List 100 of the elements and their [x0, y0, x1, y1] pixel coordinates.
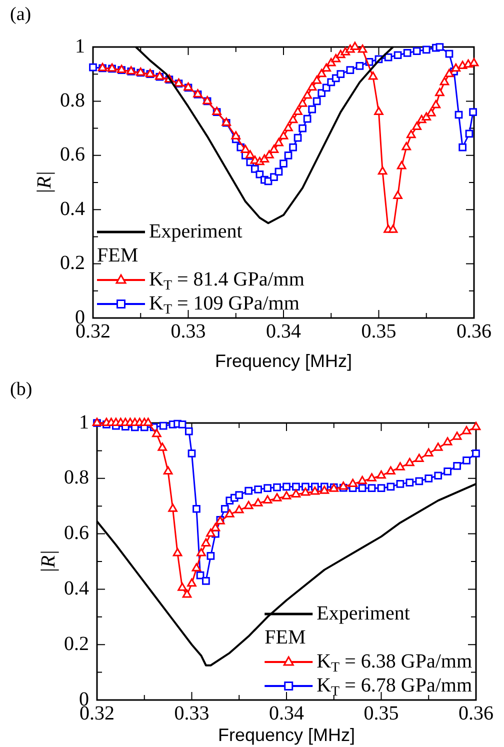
- point: [188, 450, 196, 458]
- point: [178, 420, 186, 428]
- x-axis-title: Frequency [MHz]: [214, 351, 352, 372]
- point: [462, 426, 472, 434]
- y-axis-title: |R|: [33, 170, 56, 194]
- point: [158, 442, 168, 451]
- chart-title: (b): [10, 379, 32, 400]
- point: [403, 49, 412, 57]
- point: [192, 563, 202, 572]
- point: [376, 470, 386, 479]
- legend-label: Experiment: [316, 602, 410, 624]
- point: [338, 481, 348, 490]
- point: [445, 50, 454, 58]
- y-tick-label: 0.2: [60, 252, 85, 274]
- point: [396, 480, 404, 488]
- point: [320, 486, 330, 494]
- point: [453, 462, 461, 470]
- point: [442, 437, 452, 446]
- point: [386, 466, 396, 474]
- point: [210, 523, 220, 532]
- x-tick-label: 0.34: [269, 702, 304, 724]
- point: [291, 489, 301, 498]
- y-tick-label: 0.8: [64, 466, 89, 489]
- point: [386, 482, 395, 491]
- point: [377, 484, 386, 492]
- point: [250, 165, 259, 173]
- point: [298, 124, 306, 132]
- point: [284, 151, 292, 160]
- point: [225, 509, 234, 518]
- point: [235, 491, 244, 499]
- x-tick-label: 0.34: [266, 320, 301, 342]
- point: [292, 482, 300, 491]
- point: [159, 422, 168, 430]
- y-axis-title: |R|: [37, 550, 60, 574]
- point: [415, 477, 424, 486]
- point: [436, 43, 444, 51]
- point: [310, 486, 320, 495]
- point: [462, 456, 470, 464]
- point: [465, 130, 474, 138]
- point: [274, 168, 283, 176]
- point: [322, 84, 330, 92]
- point: [312, 97, 321, 106]
- point: [234, 505, 244, 514]
- point: [358, 476, 367, 484]
- point: [202, 576, 210, 585]
- point: [303, 114, 312, 123]
- point: [273, 483, 281, 492]
- point: [270, 173, 278, 182]
- point: [356, 62, 364, 70]
- point: [144, 418, 153, 426]
- point: [282, 482, 290, 491]
- point: [348, 478, 358, 487]
- point: [471, 422, 481, 430]
- point: [244, 500, 254, 510]
- legend-title: FEM: [97, 244, 138, 266]
- point: [187, 578, 196, 587]
- point: [472, 450, 480, 458]
- point: [454, 110, 463, 119]
- x-tick-label: 0.35: [364, 702, 399, 724]
- point: [206, 528, 216, 537]
- point: [152, 428, 162, 438]
- point: [172, 548, 182, 556]
- x-tick-label: 0.33: [170, 320, 206, 342]
- point: [220, 504, 229, 513]
- point: [458, 143, 466, 152]
- point: [163, 466, 173, 474]
- point: [264, 484, 272, 492]
- point: [254, 486, 262, 494]
- point: [405, 458, 414, 466]
- point: [244, 486, 253, 495]
- point: [368, 484, 376, 492]
- point: [280, 160, 288, 168]
- point: [444, 468, 452, 476]
- point: [318, 89, 326, 97]
- point: [433, 442, 443, 451]
- point: [367, 473, 376, 482]
- y-tick-label: 0.8: [60, 89, 85, 112]
- point: [196, 548, 206, 556]
- y-tick-label: 1: [79, 411, 89, 434]
- point: [336, 70, 345, 78]
- point: [89, 63, 97, 72]
- point: [184, 427, 193, 436]
- x-axis-title: Frequency [MHz]: [218, 725, 356, 746]
- point: [424, 474, 433, 482]
- x-tick-label: 0.35: [361, 320, 396, 342]
- y-tick-label: 0.6: [64, 522, 89, 544]
- point: [406, 478, 414, 486]
- y-tick-label: 0.4: [60, 198, 85, 220]
- point: [394, 51, 402, 60]
- point: [452, 432, 462, 440]
- point: [262, 495, 272, 504]
- point: [282, 491, 292, 500]
- point: [168, 504, 178, 512]
- x-tick-label: 0.33: [174, 702, 210, 724]
- y-tick-label: 0.2: [64, 632, 89, 655]
- x-tick-label: 0.36: [456, 320, 492, 342]
- legend-title: FEM: [264, 626, 306, 648]
- y-tick-label: 0.4: [64, 577, 89, 600]
- point: [201, 538, 211, 546]
- point: [358, 484, 366, 492]
